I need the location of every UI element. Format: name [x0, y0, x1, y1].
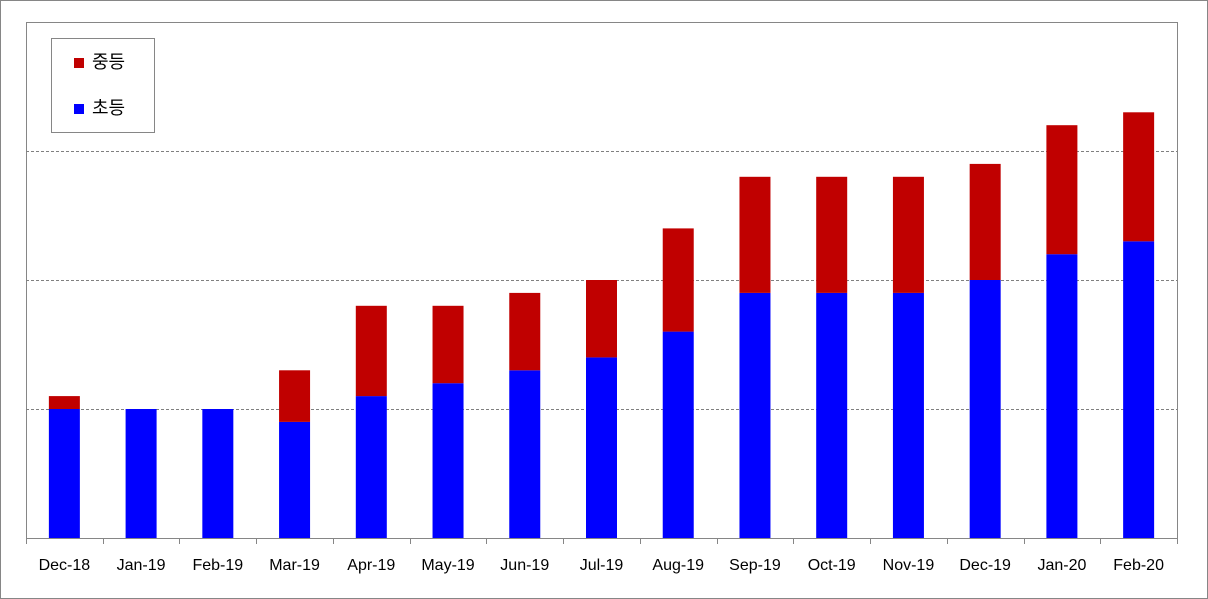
x-tick-label: Feb-19 [192, 557, 243, 574]
bar-segment [279, 421, 311, 538]
bar-segment [355, 305, 387, 397]
x-tick-label: Dec-19 [959, 557, 1011, 574]
legend-label: 중등 [92, 52, 125, 72]
bar-segment [1046, 125, 1078, 255]
legend-box [51, 38, 155, 133]
bar-segment [816, 292, 848, 538]
legend-label: 초등 [92, 98, 125, 118]
bar-segment [202, 409, 234, 538]
bar-segment [509, 292, 541, 371]
bar-segment [432, 383, 464, 538]
bar-segment [662, 331, 694, 538]
bar-segment [355, 396, 387, 538]
bar-segment [739, 292, 771, 538]
bar-segment [125, 409, 157, 538]
x-tick-label: Dec-18 [39, 557, 91, 574]
x-tick-label: Aug-19 [652, 557, 704, 574]
bar-segment [509, 370, 541, 538]
bar-segment [586, 280, 617, 358]
x-tick-label: Mar-19 [269, 557, 320, 574]
legend-swatch [74, 104, 84, 114]
bar-segment [739, 176, 771, 293]
x-tick-label: Jan-19 [117, 557, 166, 574]
x-tick-label: Oct-19 [808, 557, 856, 574]
bar-segment [816, 176, 848, 293]
bar-segment [662, 228, 694, 332]
bar-segment [279, 370, 311, 422]
bar-segment [48, 396, 80, 409]
bar-segment [586, 357, 617, 538]
legend-swatch [74, 58, 84, 68]
bar-segment [48, 409, 80, 538]
bar-segment [969, 280, 1001, 538]
bar-segment [1123, 112, 1155, 242]
x-tick-label: Apr-19 [347, 557, 395, 574]
bar-segment [892, 176, 924, 293]
x-tick-label: Jul-19 [580, 557, 624, 574]
x-tick-label: Jan-20 [1037, 557, 1086, 574]
bar-segment [892, 292, 924, 538]
x-tick-label: Jun-19 [500, 557, 549, 574]
bar-segment [1123, 241, 1155, 539]
x-tick-label: Nov-19 [883, 557, 935, 574]
x-tick-label: Sep-19 [729, 557, 781, 574]
x-tick-label: May-19 [421, 557, 474, 574]
x-tick-label: Feb-20 [1113, 557, 1164, 574]
bar-segment [432, 305, 464, 384]
bar-segment [1046, 254, 1078, 538]
bar-segment [969, 163, 1001, 280]
